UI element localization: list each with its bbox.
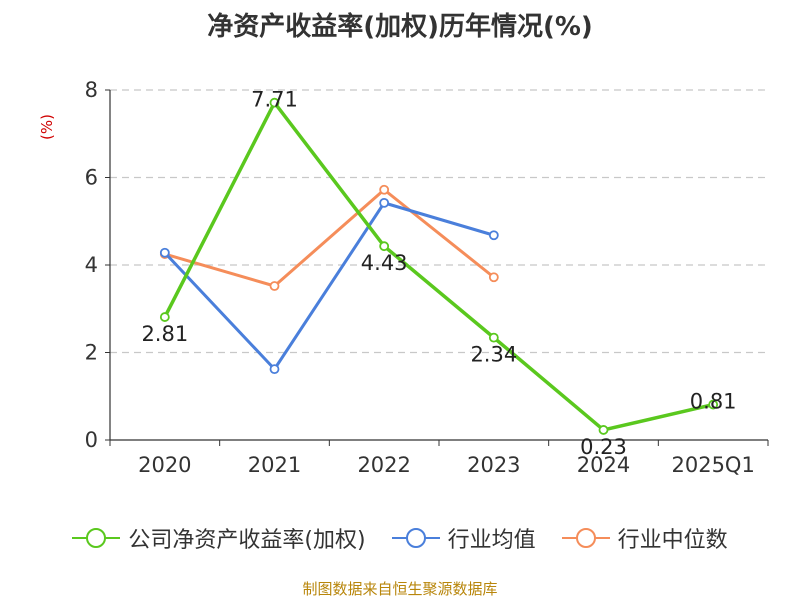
legend-line-marker-icon <box>561 528 610 548</box>
legend-line-marker-icon <box>391 528 440 548</box>
y-tick-label: 0 <box>85 428 98 452</box>
data-point <box>159 247 170 258</box>
y-tick-label: 4 <box>85 253 98 277</box>
legend-item-industry-mean[interactable]: 行业均值 <box>391 522 536 554</box>
legend-line-marker-icon <box>72 528 121 548</box>
data-label: 7.71 <box>251 88 298 112</box>
legend-label-industry-median: 行业中位数 <box>617 528 728 553</box>
data-point <box>379 184 390 195</box>
series-line-1 <box>163 201 495 371</box>
data-point <box>488 230 499 241</box>
data-point <box>269 281 280 291</box>
data-label: 2.34 <box>470 343 517 367</box>
series-line-0 <box>163 100 714 432</box>
chart-title: 净资产收益率(加权)历年情况(%) <box>207 12 593 42</box>
x-tick-label: 2025Q1 <box>671 453 754 477</box>
gridlines <box>110 89 768 354</box>
data-point <box>379 241 390 252</box>
y-tick-label: 6 <box>85 166 98 190</box>
source-note: 制图数据来自恒生聚源数据库 <box>302 580 498 598</box>
legend-label-industry-mean: 行业均值 <box>447 528 536 553</box>
data-point <box>159 312 170 322</box>
y-tick-label: 2 <box>85 341 98 365</box>
data-label: 4.43 <box>361 251 408 275</box>
data-point <box>488 272 499 283</box>
data-labels: 2.81 7.71 4.43 2.34 0.23 0.81 <box>141 88 736 459</box>
legend-item-industry-median[interactable]: 行业中位数 <box>561 522 728 554</box>
x-tick-label: 2021 <box>248 453 301 477</box>
data-point <box>379 197 390 208</box>
x-tick-label: 2020 <box>138 453 191 477</box>
data-point <box>269 97 280 108</box>
y-tick-label: 8 <box>85 78 98 102</box>
y-axis-label: (%) <box>38 114 56 140</box>
data-label: 0.81 <box>690 390 737 414</box>
data-point <box>269 364 280 375</box>
x-tick-label: 2023 <box>467 453 520 477</box>
data-point <box>598 425 609 435</box>
x-tick-label: 2022 <box>357 453 410 477</box>
data-label: 2.81 <box>141 322 188 346</box>
legend: 公司净资产收益率(加权) 行业均值 行业中位数 <box>0 522 800 554</box>
legend-label-company: 公司净资产收益率(加权) <box>128 528 366 553</box>
axes: 0 2 4 6 8 2020 2021 2022 2023 2024 2025Q1 <box>85 78 769 477</box>
series-line-2 <box>164 188 495 288</box>
series-layer <box>159 97 719 435</box>
data-point <box>708 399 719 410</box>
data-label: 0.23 <box>580 435 627 459</box>
x-tick-label: 2024 <box>577 453 630 477</box>
legend-item-company[interactable]: 公司净资产收益率(加权) <box>72 522 366 554</box>
data-point <box>488 332 499 343</box>
